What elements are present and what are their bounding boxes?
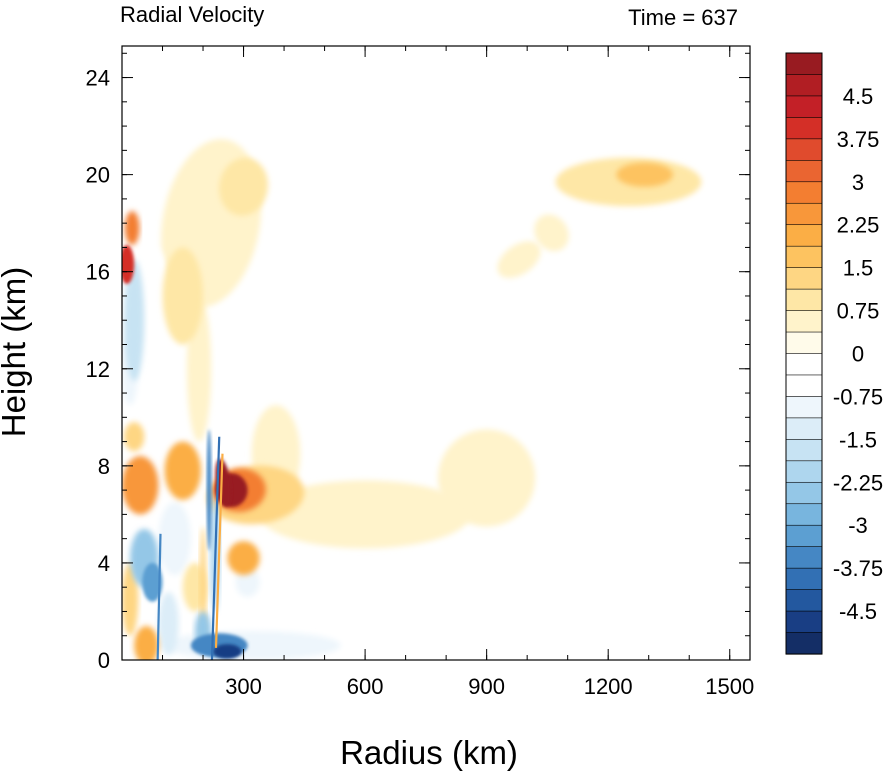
colorbar-swatch (785, 353, 823, 376)
x-tick-label: 1200 (584, 674, 633, 699)
colorbar-label: 4.5 (843, 84, 874, 109)
colorbar-swatch (785, 632, 823, 655)
colorbar-label: -1.5 (839, 427, 877, 452)
colorbar-label: 1.5 (843, 256, 874, 281)
y-tick-labels: 0 4 8 12 16 20 24 (86, 66, 110, 673)
velocity-cell (162, 247, 204, 345)
colorbar-swatch (785, 396, 823, 419)
x-tick-label: 300 (225, 674, 262, 699)
colorbar-swatch (785, 181, 823, 204)
colorbar-swatch (785, 202, 823, 226)
time-label: Time = 637 (628, 5, 738, 30)
velocity-cell (162, 630, 341, 660)
velocity-cell (497, 241, 541, 278)
colorbar-frame (785, 52, 823, 655)
velocity-cell (215, 458, 232, 507)
colorbar-label: 3 (852, 170, 864, 195)
y-tick-label: 4 (98, 551, 110, 576)
velocity-cell (206, 429, 212, 551)
y-tick-label: 8 (98, 454, 110, 479)
y-tick-label: 20 (86, 163, 110, 188)
colorbar-swatch (785, 503, 823, 526)
velocity-cell (164, 441, 202, 500)
velocity-cell (124, 211, 140, 246)
colorbar (785, 52, 823, 655)
y-tick-label: 24 (86, 66, 110, 91)
colorbar-swatch (785, 374, 823, 398)
colorbar-swatch (785, 417, 823, 440)
colorbar-label: -3.75 (833, 556, 883, 581)
velocity-cell (124, 422, 145, 452)
colorbar-label: 3.75 (837, 127, 880, 152)
colorbar-swatch (785, 74, 823, 97)
colorbar-swatch (785, 610, 823, 634)
velocity-cell (142, 562, 163, 602)
eyewall-streak (156, 533, 162, 660)
eyewall-streak (214, 453, 224, 648)
colorbar-label: 0 (852, 342, 864, 367)
x-axis-label: Radius (km) (340, 734, 518, 771)
x-tick-labels: 300 600 900 1200 1500 (225, 674, 754, 699)
velocity-cell (122, 245, 135, 284)
velocity-cell (616, 162, 674, 187)
colorbar-label: 0.75 (837, 299, 880, 324)
y-tick-label: 0 (98, 648, 110, 673)
velocity-cell (122, 456, 159, 515)
x-tick-label: 1500 (705, 674, 754, 699)
colorbar-labels: 4.5 3.75 3 2.25 1.5 0.75 0 -0.75 -1.5 -2.25 -3 -3.7… (833, 84, 883, 624)
velocity-cell (270, 176, 323, 368)
chart-title: Radial Velocity (120, 2, 264, 27)
x-tick-label: 900 (468, 674, 505, 699)
plot-frame (121, 45, 751, 661)
velocity-cell (158, 592, 179, 656)
colorbar-swatch (785, 117, 823, 140)
colorbar-label: -4.5 (839, 599, 877, 624)
colorbar-swatch (785, 52, 823, 76)
colorbar-swatch (785, 546, 823, 569)
colorbar-swatch (785, 331, 823, 355)
velocity-cell (134, 626, 159, 660)
velocity-cell (219, 157, 269, 216)
velocity-cell (259, 480, 471, 549)
colorbar-swatch (785, 481, 823, 505)
velocity-cell (227, 541, 260, 576)
y-tick-label: 16 (86, 260, 110, 285)
colorbar-swatch (785, 138, 823, 161)
colorbar-swatch (785, 95, 823, 118)
colorbar-swatch (785, 524, 823, 548)
velocity-cell (158, 502, 191, 576)
colorbar-label: 2.25 (837, 213, 880, 238)
eyewall-streak (210, 436, 221, 660)
colorbar-swatch (785, 288, 823, 312)
colorbar-swatch (785, 267, 823, 290)
y-tick-label: 12 (86, 357, 110, 382)
colorbar-swatch (785, 439, 823, 462)
velocity-cell (124, 259, 145, 381)
colorbar-swatch (785, 245, 823, 269)
colorbar-label: -3 (848, 513, 868, 538)
colorbar-swatch (785, 460, 823, 483)
axis-ticks (122, 46, 750, 661)
velocity-cell (122, 562, 139, 636)
velocity-cell (213, 644, 242, 659)
y-axis-label: Height (km) (0, 267, 32, 438)
colorbar-swatch (785, 567, 823, 591)
colorbar-label: -2.25 (833, 470, 883, 495)
velocity-cell (534, 214, 569, 252)
colorbar-swatch (785, 310, 823, 333)
colorbar-swatch (785, 160, 823, 183)
velocity-field (122, 139, 702, 660)
colorbar-label: -0.75 (833, 384, 883, 409)
colorbar-swatch (785, 589, 823, 612)
colorbar-swatch (785, 224, 823, 247)
x-tick-label: 600 (347, 674, 384, 699)
velocity-cell (235, 567, 260, 597)
